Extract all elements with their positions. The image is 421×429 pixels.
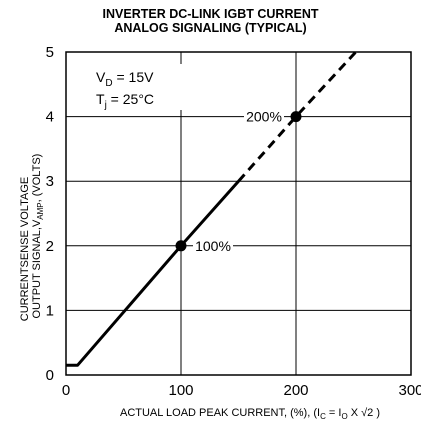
chart-title-line2: ANALOG SIGNALING (TYPICAL) [114,21,307,35]
x-axis-label-sub-o: O [341,412,348,422]
y-tick-label: 2 [46,238,54,255]
y-axis-label-tail: , (VOLTS) [30,153,43,203]
plot-frame [65,51,412,376]
y-tick-label: 4 [46,109,54,126]
x-tick-label: 100 [168,382,193,399]
series-line-solid [66,180,240,367]
x-axis-label-eq: = I [325,407,342,419]
y-tick-label: 0 [46,367,54,384]
x-axis-label: ACTUAL LOAD PEAK CURRENT, (%), (IC = IO … [60,407,421,421]
x-axis-label-tail: X √2 ) [347,407,380,419]
y-tick-label: 1 [46,302,54,319]
y-axis-label-main: OUTPUT SIGNAL,V [30,219,43,319]
x-tick-label: 0 [62,382,70,399]
annotation-label: 100% [195,238,231,254]
annotation-label-bg [244,108,284,125]
annotation-label: 200% [246,109,282,125]
y-axis-label-sub: AMP [36,202,46,220]
data-point-marker [290,111,302,123]
y-axis-label-line1: CURRENTSENSE VOLTAGE [19,176,31,322]
conditions-box [92,64,184,110]
y-axis-label-line2: OUTPUT SIGNAL,VAMP, (VOLTS) [31,151,45,321]
y-tick-label: 5 [46,44,54,61]
chart-title-line1: INVERTER DC-LINK IGBT CURRENT [102,7,319,21]
condition-vd: VD = 15V [96,69,154,89]
condition-tj: Tj = 25°C [96,91,154,111]
y-tick-label: 3 [46,173,54,190]
x-tick-label: 200 [283,382,308,399]
annotation-label-bg [193,237,233,254]
x-axis-label-main: ACTUAL LOAD PEAK CURRENT, (%), (I [119,407,321,419]
x-axis-label-sub-c: C [320,412,326,422]
data-point-marker [175,240,187,252]
x-tick-label: 300 [398,382,421,399]
